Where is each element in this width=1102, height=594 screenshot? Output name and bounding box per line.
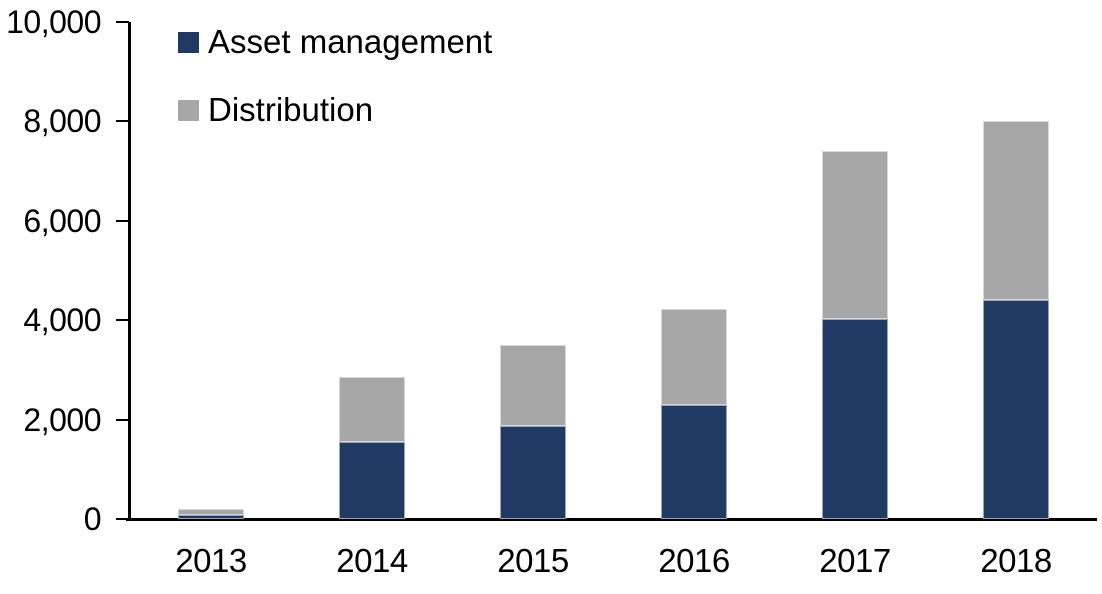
bar-2013	[178, 508, 244, 519]
x-tick-label: 2014	[336, 542, 408, 579]
bar-segment-distribution	[822, 151, 888, 319]
legend-label-asset-management: Asset management	[208, 23, 493, 60]
legend: Asset management Distribution	[178, 25, 492, 127]
y-tick-mark	[116, 319, 129, 322]
y-tick-label: 10,000	[6, 4, 101, 40]
y-tick-label: 8,000	[23, 103, 101, 140]
bar-segment-distribution	[339, 377, 405, 442]
y-tick-label: 2,000	[23, 401, 101, 438]
y-tick-mark	[116, 518, 129, 520]
bar-2016	[661, 308, 727, 519]
bar-segment-distribution	[178, 508, 244, 515]
x-tick-label: 2017	[819, 542, 891, 579]
bar-2015	[500, 345, 566, 519]
x-tick-label: 2013	[175, 542, 247, 579]
bar-segment-asset-management	[339, 442, 405, 519]
x-tick-label: 2015	[497, 542, 569, 579]
y-tick-label: 0	[83, 501, 102, 537]
bar-segment-asset-management	[500, 425, 566, 519]
y-tick-mark	[116, 120, 129, 123]
y-tick-label: 6,000	[23, 202, 101, 239]
x-axis-line	[126, 518, 1097, 521]
legend-item-asset-management: Asset management	[178, 25, 492, 59]
y-tick-mark	[116, 21, 129, 23]
bar-segment-asset-management	[822, 318, 888, 519]
legend-swatch-asset-management-icon	[178, 31, 199, 53]
legend-item-distribution: Distribution	[178, 93, 492, 127]
bar-segment-asset-management	[661, 404, 727, 519]
y-tick-label: 4,000	[23, 302, 101, 339]
bar-2017	[822, 151, 888, 519]
legend-label-distribution: Distribution	[208, 91, 374, 128]
x-tick-label: 2016	[658, 542, 730, 579]
bar-segment-asset-management	[178, 515, 244, 519]
x-tick-label: 2018	[980, 542, 1052, 579]
legend-swatch-distribution-icon	[178, 99, 199, 121]
y-axis-line	[128, 22, 131, 519]
bar-2018	[983, 121, 1049, 519]
bar-segment-distribution	[983, 121, 1049, 301]
bar-2014	[339, 377, 405, 519]
bar-segment-asset-management	[983, 300, 1049, 519]
y-tick-mark	[116, 418, 129, 421]
y-tick-mark	[116, 219, 129, 222]
bar-segment-distribution	[500, 345, 566, 426]
bar-segment-distribution	[661, 308, 727, 405]
